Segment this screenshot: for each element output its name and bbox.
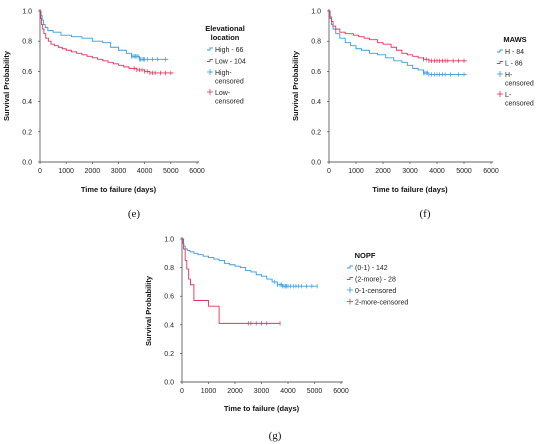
survival-curve-series-2 [182,238,281,324]
x-tick-label: 6000 [483,168,499,175]
survival-curve-series-2 [40,10,174,74]
legend-line-sample [347,265,353,269]
y-tick-label: 0.2 [22,129,32,136]
y-axis-label: Survival Probability [2,50,11,121]
x-tick-label: 1000 [58,168,74,175]
y-tick-label: 0.0 [164,380,174,387]
caption-g: (g) [269,430,282,442]
legend-item-label: 0-1-censored [355,288,396,295]
y-axis-label: Survival Probability [144,275,153,346]
x-tick-label: 0 [38,168,42,175]
legend-line-sample [497,49,503,53]
legend-item-label: 2-more-censored [355,300,408,307]
legend-item-label: (2-more) - 28 [355,277,396,284]
x-axis-label: Time to failure (days) [224,404,300,413]
x-tick-label: 3000 [402,168,418,175]
legend-item-label: censored [215,79,244,86]
y-tick-label: 0.4 [22,99,32,106]
chart-panel-e: 0.0 0.2 0.4 0.6 0.8 1.0 0 1000 2000 3000 4000 5000 6… [2,9,246,195]
survival-curve-series-1 [329,10,467,75]
legend-swatch [497,71,503,77]
chart-panel-f: 0.0 0.2 0.4 0.6 0.8 1.0 0 1000 2000 3000 4000 5000 6… [291,9,534,195]
legend-title: NOPF [355,251,376,260]
legend-title: Elevational [205,24,245,33]
y-tick-label: 0.6 [22,69,32,76]
legend-item-label: L- [505,92,512,99]
legend-item-label: Low - 104 [215,59,246,66]
x-axis-label: Time to failure (days) [81,185,157,194]
legend-item-label: L - 86 [505,61,523,68]
x-tick-label: 4000 [429,168,445,175]
legend-swatch [207,47,213,51]
y-tick-label: 1.0 [164,237,174,244]
x-tick-label: 2000 [375,168,391,175]
legend-swatch [347,277,353,280]
survival-curve-series-1 [182,238,318,287]
y-tick-label: 1.0 [311,9,321,16]
legend: MAWS H - 84 L - 86 H-censored L-censored [497,35,534,108]
x-tick-label: 0 [327,168,331,175]
y-tick-label: 0.2 [164,351,174,358]
legend-line-sample [497,61,503,64]
legend-item-label: H - 84 [505,49,524,56]
y-axis-label: Survival Probability [291,50,300,121]
x-tick-label: 5000 [163,168,179,175]
legend-swatch [347,265,353,269]
x-tick-label: 5000 [307,388,323,395]
legend-swatch [497,49,503,53]
y-tick-label: 1.0 [22,9,32,16]
legend-item-label: censored [215,99,244,106]
survival-curve-series-1 [40,10,169,60]
x-tick-label: 4000 [280,388,296,395]
x-tick-label: 2000 [85,168,101,175]
y-tick-label: 0.0 [22,160,32,167]
legend-swatch [207,69,213,75]
x-tick-label: 0 [180,388,184,395]
x-tick-label: 4000 [137,168,153,175]
x-tick-label: 3000 [254,388,270,395]
legend-title: MAWS [503,35,526,44]
caption-e: (e) [128,208,141,220]
legend-item-label: High- [215,70,232,77]
legend-item-label: H- [505,72,513,79]
x-tick-label: 5000 [456,168,472,175]
x-tick-label: 6000 [333,388,349,395]
y-tick-label: 0.8 [311,39,321,46]
legend-swatch [207,89,213,95]
y-tick-label: 0.6 [311,69,321,76]
x-tick-label: 1000 [201,388,217,395]
legend-line-sample [347,277,353,280]
x-tick-label: 3000 [111,168,127,175]
x-tick-label: 6000 [189,168,205,175]
x-axis-label: Time to failure (days) [372,185,448,194]
y-tick-label: 0.6 [164,294,174,301]
legend-swatch [497,91,503,97]
y-tick-label: 0.8 [164,265,174,272]
legend-item-label: censored [505,81,534,88]
legend: NOPF (0-1) - 142 (2-more) - 28 0-1-censored… [347,251,408,307]
legend-item-label: Low- [215,90,231,97]
y-tick-label: 0.4 [164,322,174,329]
y-tick-label: 0.2 [311,129,321,136]
legend-item-label: (0-1) - 142 [355,265,388,272]
legend-swatch [347,287,353,293]
legend-item-label: censored [505,101,534,108]
legend-swatch [347,298,353,305]
legend-item-label: High - 66 [215,47,244,54]
y-tick-label: 0.4 [311,99,321,106]
x-tick-label: 2000 [227,388,243,395]
legend-line-sample [207,59,213,62]
y-tick-label: 0.0 [311,160,321,167]
caption-f: (f) [420,208,431,220]
x-tick-label: 1000 [348,168,364,175]
legend-line-sample [207,47,213,51]
y-tick-label: 0.8 [22,39,32,46]
legend-swatch [207,59,213,62]
legend-title: location [211,33,240,42]
chart-panel-g: 0.0 0.2 0.4 0.6 0.8 1.0 0 1000 2000 3000 4000 5000 6… [144,237,408,414]
legend-swatch [497,61,503,64]
survival-curve-series-2 [329,10,467,62]
